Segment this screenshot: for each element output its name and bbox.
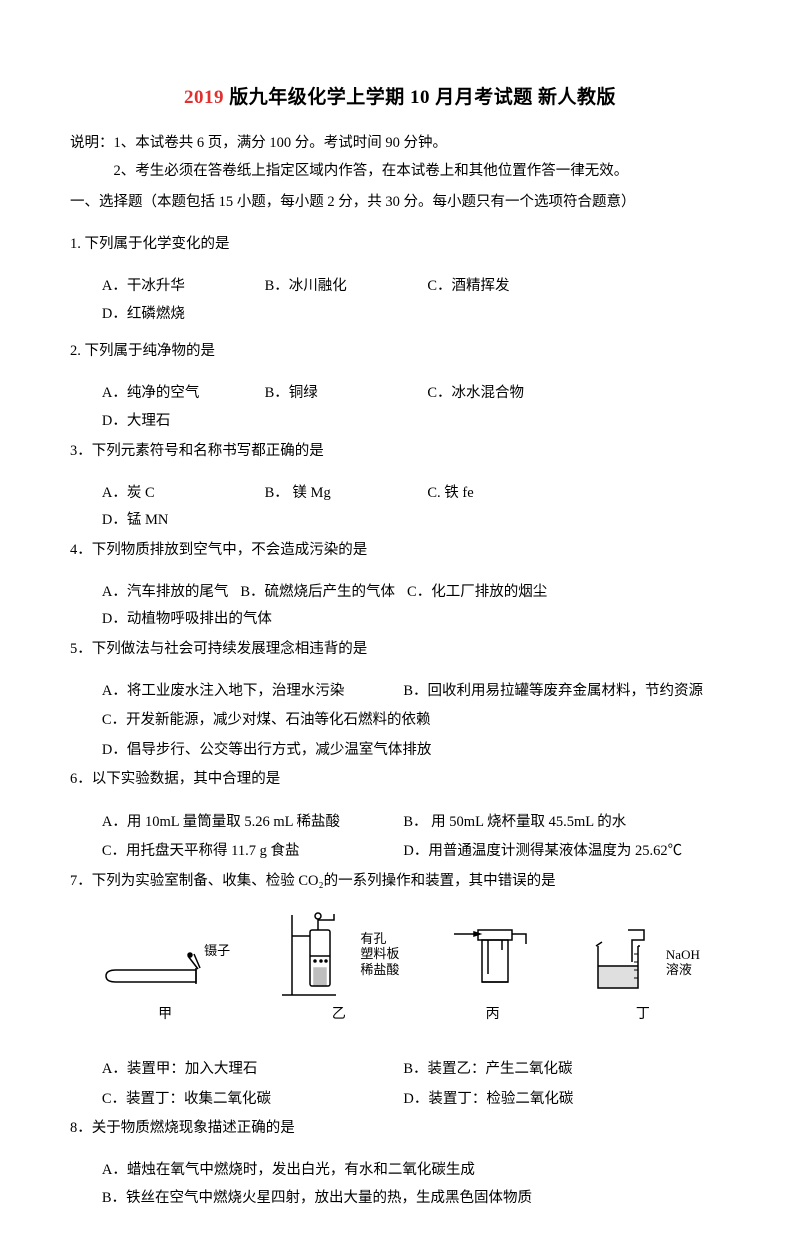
q5-options-row2: C．开发新能源，减少对煤、石油等化石燃料的依赖	[70, 707, 730, 735]
q6-options-row2: C．用托盘天平称得 11.7 g 食盐 D．用普通温度计测得某液体温度为 25.…	[70, 838, 730, 866]
q3-options: A．炭 C B． 镁 Mg C. 铁 fe D．锰 MN	[70, 480, 730, 535]
q1-opt-a: A．干冰升华	[102, 273, 253, 301]
q4-opt-b: B．硫燃烧后产生的气体	[240, 579, 395, 607]
diagram-jia: 镊子 甲	[100, 940, 230, 1029]
label-youkong: 有孔	[360, 932, 399, 946]
q6-opt-c: C．用托盘天平称得 11.7 g 食盐	[102, 838, 403, 866]
label-jia: 甲	[158, 1002, 172, 1029]
title-year: 2019	[184, 87, 224, 108]
q4-options: A．汽车排放的尾气 B．硫燃烧后产生的气体 C．化工厂排放的烟尘 D．动植物呼吸…	[70, 579, 730, 634]
diagram-yi: 有孔 塑料板 稀盐酸 乙	[278, 910, 399, 1029]
q4-stem: 4．下列物质排放到空气中，不会造成污染的是	[70, 537, 730, 565]
q2-opt-d: D．大理石	[102, 408, 253, 436]
label-suliao: 塑料板	[360, 947, 399, 961]
instruction-line-1: 说明：1、本试卷共 6 页，满分 100 分。考试时间 90 分钟。	[70, 130, 730, 158]
ding-side-labels: NaOH 溶液	[666, 948, 700, 977]
label-xiyansuan: 稀盐酸	[360, 963, 399, 977]
title-rest: 版九年级化学上学期 10 月月考试题 新人教版	[224, 87, 616, 108]
q7-opt-d: D．装置丁：检验二氧化碳	[403, 1086, 704, 1114]
q3-opt-a: A．炭 C	[102, 480, 253, 508]
q5-options-row3: D．倡导步行、公交等出行方式，减少温室气体排放	[70, 737, 730, 765]
q8-stem: 8．关于物质燃烧现象描述正确的是	[70, 1115, 730, 1143]
q6-opt-d: D．用普通温度计测得某液体温度为 25.62℃	[403, 838, 704, 866]
q1-opt-c: C．酒精挥发	[427, 273, 578, 301]
label-bing: 丙	[486, 1002, 500, 1029]
diagram-ding: NaOH 溶液 丁	[586, 926, 700, 1029]
q4-opt-c: C．化工厂排放的烟尘	[407, 579, 547, 607]
q8-opt-a: A．蜡烛在氧气中燃烧时，发出白光，有水和二氧化碳生成	[102, 1157, 730, 1185]
q5-opt-d: D．倡导步行、公交等出行方式，减少温室气体排放	[102, 737, 730, 765]
q7-opt-b: B．装置乙：产生二氧化碳	[403, 1056, 704, 1084]
q3-opt-c: C. 铁 fe	[427, 480, 578, 508]
yi-side-labels: 有孔 塑料板 稀盐酸	[360, 932, 399, 977]
q6-stem: 6．以下实验数据，其中合理的是	[70, 766, 730, 794]
q1-options: A．干冰升华 B．冰川融化 C．酒精挥发 D．红磷燃烧	[70, 273, 730, 328]
q2-stem: 2. 下列属于纯净物的是	[70, 338, 730, 366]
q2-options: A．纯净的空气 B．铜绿 C．冰水混合物 D．大理石	[70, 380, 730, 435]
generator-icon	[278, 910, 358, 1000]
q3-stem: 3．下列元素符号和名称书写都正确的是	[70, 438, 730, 466]
instruction-line-2: 2、考生必须在答卷纸上指定区域内作答，在本试卷上和其他位置作答一律无效。	[70, 158, 730, 186]
q7-opt-a: A．装置甲：加入大理石	[102, 1056, 403, 1084]
q8-options: A．蜡烛在氧气中燃烧时，发出白光，有水和二氧化碳生成 B．铁丝在空气中燃烧火星四…	[70, 1157, 730, 1212]
q1-stem: 1. 下列属于化学变化的是	[70, 231, 730, 259]
label-yi: 乙	[332, 1002, 346, 1029]
part1-heading: 一、选择题（本题包括 15 小题，每小题 2 分，共 30 分。每小题只有一个选…	[70, 189, 730, 217]
q4-opt-d: D．动植物呼吸排出的气体	[102, 606, 272, 634]
q6-options-row1: A．用 10mL 量筒量取 5.26 mL 稀盐酸 B． 用 50mL 烧杯量取…	[70, 809, 730, 837]
q5-stem: 5．下列做法与社会可持续发展理念相违背的是	[70, 636, 730, 664]
q8-opt-b: B．铁丝在空气中燃烧火星四射，放出大量的热，生成黑色固体物质	[102, 1185, 730, 1213]
q5-opt-c: C．开发新能源，减少对煤、石油等化石燃料的依赖	[102, 707, 730, 735]
q5-options-row1: A．将工业废水注入地下，治理水污染 B．回收利用易拉罐等废弃金属材料，节约资源	[70, 678, 730, 706]
q1-opt-b: B．冰川融化	[265, 273, 416, 301]
q7-stem: 7．下列为实验室制备、收集、检验 CO₂的一系列操作和装置，其中错误的是	[70, 868, 730, 896]
q5-opt-a: A．将工业废水注入地下，治理水污染	[102, 678, 403, 706]
exam-title: 2019 版九年级化学上学期 10 月月考试题 新人教版	[70, 80, 730, 116]
label-ding: 丁	[636, 1002, 650, 1029]
q3-opt-b: B． 镁 Mg	[265, 480, 416, 508]
q7-diagrams: 镊子 甲	[70, 910, 730, 1029]
label-rongye: 溶液	[666, 963, 700, 977]
q5-opt-b: B．回收利用易拉罐等废弃金属材料，节约资源	[403, 678, 704, 706]
label-niezi: 镊子	[204, 944, 230, 958]
label-naoh: NaOH	[666, 948, 700, 962]
q1-opt-d: D．红磷燃烧	[102, 301, 253, 329]
tube-icon	[100, 940, 210, 1000]
diagram-bing: 丙	[448, 920, 538, 1029]
q2-opt-b: B．铜绿	[265, 380, 416, 408]
q7-opt-c: C．装置丁：收集二氧化碳	[102, 1086, 403, 1114]
exam-page: 2019 版九年级化学上学期 10 月月考试题 新人教版 说明：1、本试卷共 6…	[0, 0, 800, 1253]
collection-icon	[448, 920, 538, 1000]
beaker-icon	[586, 926, 664, 1000]
q2-opt-c: C．冰水混合物	[427, 380, 578, 408]
q6-opt-a: A．用 10mL 量筒量取 5.26 mL 稀盐酸	[102, 809, 403, 837]
q6-opt-b: B． 用 50mL 烧杯量取 45.5mL 的水	[403, 809, 704, 837]
q3-opt-d: D．锰 MN	[102, 507, 253, 535]
spacer	[70, 1028, 730, 1054]
q2-opt-a: A．纯净的空气	[102, 380, 253, 408]
q7-options-row2: C．装置丁：收集二氧化碳 D．装置丁：检验二氧化碳	[70, 1086, 730, 1114]
q4-opt-a: A．汽车排放的尾气	[102, 579, 228, 607]
q7-options-row1: A．装置甲：加入大理石 B．装置乙：产生二氧化碳	[70, 1056, 730, 1084]
